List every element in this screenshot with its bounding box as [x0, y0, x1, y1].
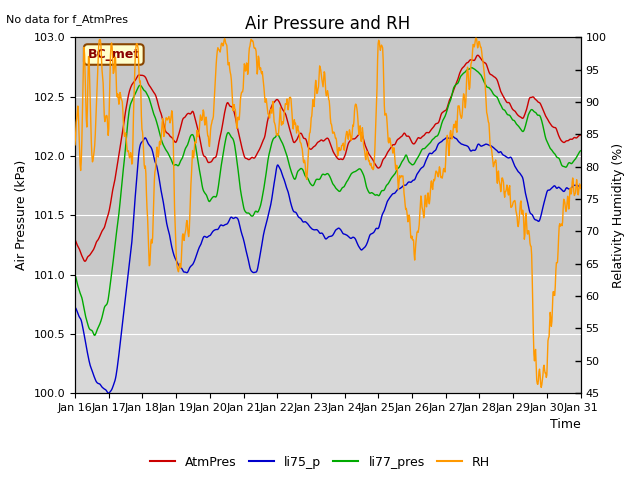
- Bar: [75, 275, 580, 393]
- Title: Air Pressure and RH: Air Pressure and RH: [245, 15, 410, 33]
- X-axis label: Time: Time: [550, 419, 580, 432]
- Text: BC_met: BC_met: [88, 48, 140, 61]
- Legend: AtmPres, li75_p, li77_pres, RH: AtmPres, li75_p, li77_pres, RH: [145, 451, 495, 474]
- Text: No data for f_AtmPres: No data for f_AtmPres: [6, 14, 129, 25]
- Y-axis label: Air Pressure (kPa): Air Pressure (kPa): [15, 160, 28, 270]
- Y-axis label: Relativity Humidity (%): Relativity Humidity (%): [612, 143, 625, 288]
- Bar: [75, 25, 580, 275]
